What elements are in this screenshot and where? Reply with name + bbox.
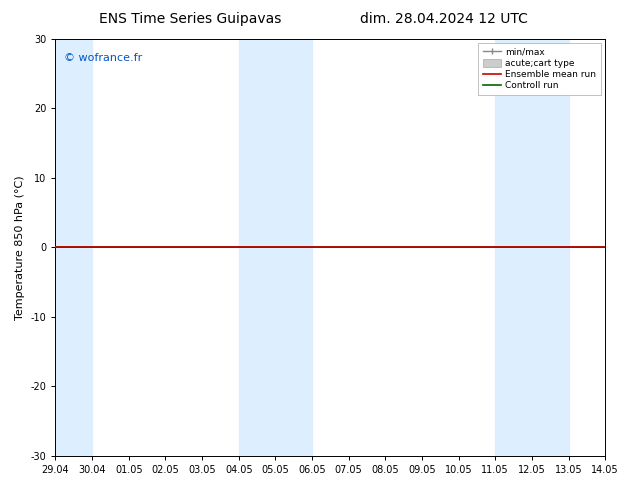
Bar bbox=[495, 39, 569, 456]
Y-axis label: Temperature 850 hPa (°C): Temperature 850 hPa (°C) bbox=[15, 175, 25, 319]
Text: ENS Time Series Guipavas: ENS Time Series Guipavas bbox=[99, 12, 281, 26]
Text: dim. 28.04.2024 12 UTC: dim. 28.04.2024 12 UTC bbox=[360, 12, 527, 26]
Bar bbox=[239, 39, 312, 456]
Legend: min/max, acute;cart type, Ensemble mean run, Controll run: min/max, acute;cart type, Ensemble mean … bbox=[478, 43, 600, 95]
Bar bbox=[55, 39, 92, 456]
Text: © wofrance.fr: © wofrance.fr bbox=[63, 53, 142, 63]
